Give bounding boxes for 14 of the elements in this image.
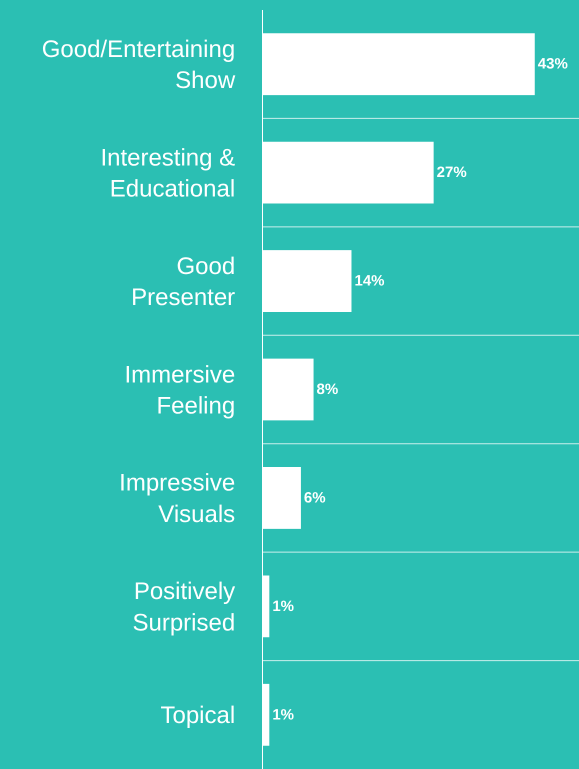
data-label: 8%	[316, 381, 338, 398]
y-tick-label: Immersive Feeling	[124, 361, 236, 420]
data-label: 27%	[436, 164, 467, 182]
data-label: 43%	[538, 56, 568, 73]
y-tick-label: Topical	[160, 702, 236, 730]
y-tick-label: Good/Entertaining Show	[42, 36, 236, 94]
data-label: 1%	[272, 598, 294, 615]
y-tick-label: Positively Surprised	[132, 578, 236, 636]
data-label: 6%	[304, 489, 326, 506]
y-tick-label: Interesting & Educational	[100, 144, 236, 203]
data-label: 14%	[354, 272, 385, 290]
y-tick-label: Good Presenter	[131, 252, 236, 312]
data-label: 1%	[272, 706, 294, 724]
y-tick-label: Impressive Visuals	[119, 470, 236, 528]
